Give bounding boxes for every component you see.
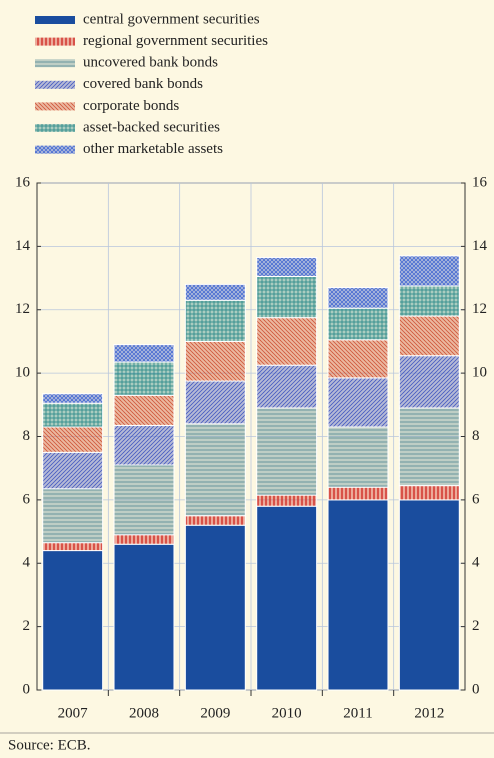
bar-segment [184,283,246,301]
y-tick-label: 8 [23,428,31,444]
y-tick-label: 10 [15,365,30,381]
legend-label: uncovered bank bonds [83,55,218,71]
bar-segment [113,534,175,545]
bar-segment [184,380,246,425]
y2-tick-label: 8 [472,428,480,444]
bar-segment [256,494,318,507]
bar-segment [256,407,318,496]
y2-tick-label: 14 [472,238,488,254]
y2-tick-label: 2 [472,618,480,634]
bar-segment [256,256,318,277]
y-tick-label: 2 [23,618,31,634]
y-tick-label: 4 [23,555,31,571]
bar-segment [327,287,389,309]
bar-segment [398,499,460,691]
legend-label: corporate bonds [83,98,179,114]
legend-swatch [35,16,75,24]
bar-segment [256,364,318,409]
bar-segment [327,339,389,379]
x-tick-label: 2009 [200,705,230,721]
y-tick-label: 12 [15,301,30,317]
bar-segment [398,315,460,357]
legend-label: covered bank bonds [83,76,203,92]
bar-segment [42,451,104,490]
y2-tick-label: 4 [472,555,480,571]
bar-segment [327,486,389,501]
y2-tick-label: 0 [472,681,480,697]
y2-tick-label: 10 [472,365,487,381]
legend-label: asset-backed securities [83,119,220,135]
x-tick-label: 2012 [414,705,444,721]
bar-segment [184,524,246,691]
y-tick-label: 16 [15,174,31,190]
bar-segment [42,402,104,428]
bar-segment [42,542,104,552]
y-tick-label: 14 [15,238,31,254]
x-tick-label: 2007 [58,705,89,721]
bar-segment [113,543,175,691]
bar-segment [184,515,246,526]
bar-segment [184,299,246,342]
y2-tick-label: 16 [472,174,488,190]
legend-label: regional government securities [83,33,268,49]
bar-segment [256,505,318,691]
legend-swatch [35,145,75,154]
bar-segment [256,275,318,319]
legend-label: other marketable assets [83,141,223,157]
bar-segment [113,424,175,466]
bar-segment [184,340,246,382]
x-tick-label: 2010 [272,705,302,721]
bar-segment [327,499,389,691]
bar-segment [42,488,104,544]
bar-segment [398,485,460,501]
bar-segment [42,426,104,453]
legend-swatch [35,59,75,68]
x-tick-label: 2011 [343,705,372,721]
bar-segment [327,377,389,428]
legend-swatch [35,37,75,46]
bar-segment [42,550,104,691]
bar-segment [113,394,175,426]
source: Source: ECB. [8,737,91,753]
legend-swatch [35,102,75,111]
legend-label: central government securities [83,11,260,27]
bar-segment [113,361,175,396]
y2-tick-label: 6 [472,491,480,507]
bar-segment [42,393,104,404]
bar-segment [113,344,175,363]
x-tick-label: 2008 [129,705,159,721]
bar-segment [398,355,460,409]
bar-segment [398,255,460,287]
bar-segment [113,464,175,536]
bar-segment [256,317,318,366]
bar-segment [398,285,460,317]
bar-segment [327,307,389,341]
legend-swatch [35,80,75,89]
y-tick-label: 6 [23,491,31,507]
bar-segment [184,423,246,517]
bar-segment [327,426,389,488]
legend-swatch [35,124,75,132]
y2-tick-label: 12 [472,301,487,317]
y-tick-label: 0 [23,681,31,697]
bar-segment [398,407,460,487]
